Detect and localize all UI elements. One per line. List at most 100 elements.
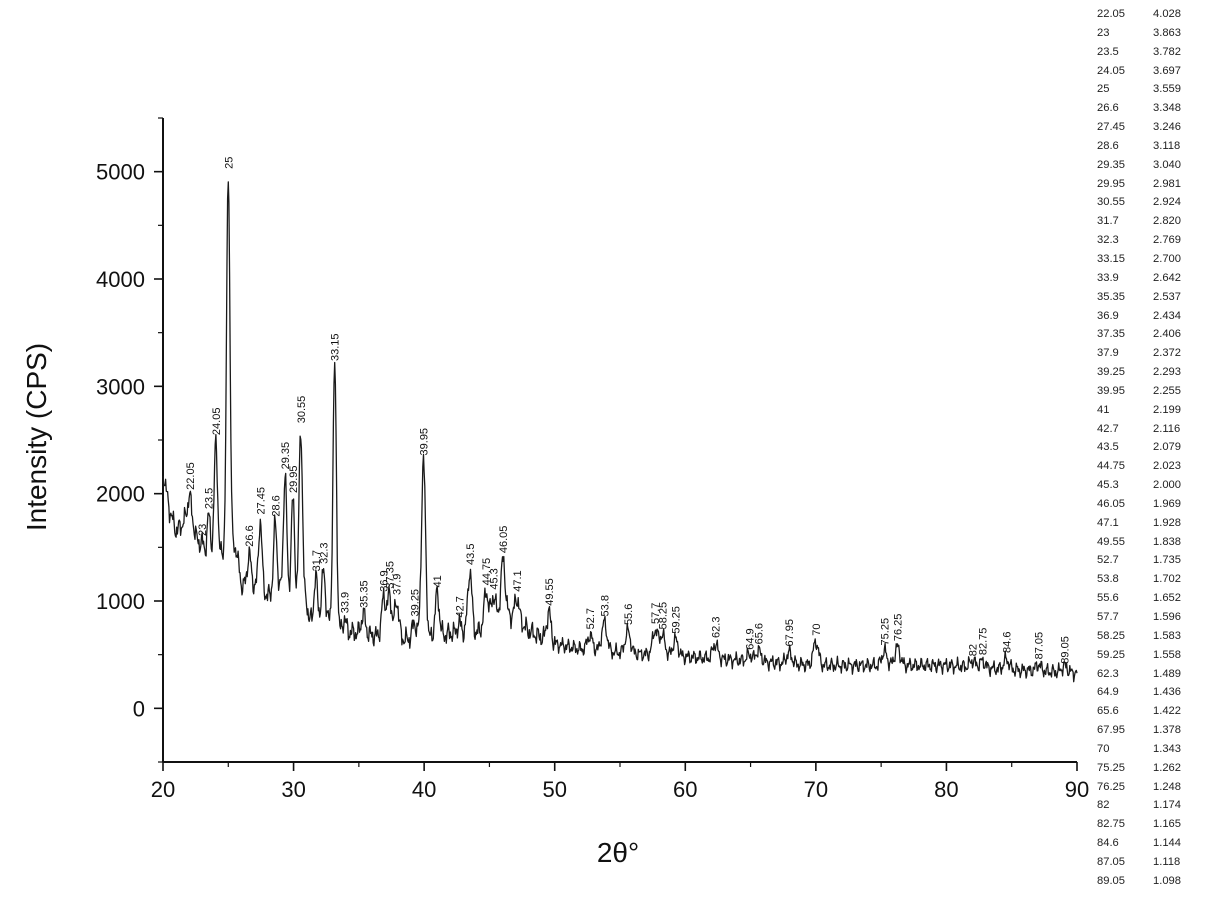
peak-label: 70 xyxy=(811,624,823,636)
peak-label: 37.9 xyxy=(392,574,404,595)
peak-label: 26.6 xyxy=(244,525,256,546)
peak-label: 75.25 xyxy=(879,618,891,646)
table-row: 33.9 2.642 xyxy=(1097,269,1207,288)
peak-label: 84.6 xyxy=(1001,632,1013,653)
peak-label: 23 xyxy=(197,524,209,536)
table-row: 31.7 2.820 xyxy=(1097,212,1207,231)
two-theta-cell: 42.7 xyxy=(1097,422,1119,435)
two-theta-cell: 39.95 xyxy=(1097,384,1125,397)
y-tick-label: 4000 xyxy=(96,267,145,292)
two-theta-cell: 25 xyxy=(1097,83,1110,96)
peak-label: 42.7 xyxy=(454,596,466,617)
x-axis-title: 2θ° xyxy=(597,837,639,868)
table-row: 65.6 1.422 xyxy=(1097,702,1207,721)
peak-label: 87.05 xyxy=(1033,632,1045,660)
two-theta-cell: 70 xyxy=(1097,742,1110,755)
table-row: 57.7 1.596 xyxy=(1097,608,1207,627)
table-row: 64.9 1.436 xyxy=(1097,683,1207,702)
peak-label: 35.35 xyxy=(358,580,370,608)
two-theta-cell: 41 xyxy=(1097,403,1110,416)
table-row: 75.25 1.262 xyxy=(1097,759,1207,778)
d-spacing-cell: 2.700 xyxy=(1153,252,1181,265)
table-row: 30.55 2.924 xyxy=(1097,193,1207,212)
two-theta-cell: 29.35 xyxy=(1097,158,1125,171)
two-theta-cell: 39.25 xyxy=(1097,366,1125,379)
two-theta-cell: 31.7 xyxy=(1097,215,1119,228)
d-spacing-cell: 1.144 xyxy=(1153,837,1181,850)
table-row: 39.95 2.255 xyxy=(1097,382,1207,401)
two-theta-cell: 53.8 xyxy=(1097,573,1119,586)
x-tick-label: 50 xyxy=(542,777,566,802)
y-tick-label: 0 xyxy=(133,696,145,721)
d-spacing-cell: 3.559 xyxy=(1153,83,1181,96)
table-row: 62.3 1.489 xyxy=(1097,665,1207,684)
x-tick-label: 70 xyxy=(804,777,828,802)
two-theta-cell: 47.1 xyxy=(1097,516,1119,529)
x-tick-label: 90 xyxy=(1065,777,1089,802)
two-theta-cell: 24.05 xyxy=(1097,64,1125,77)
d-spacing-cell: 1.343 xyxy=(1153,742,1181,755)
table-row: 67.95 1.378 xyxy=(1097,721,1207,740)
d-spacing-cell: 1.262 xyxy=(1153,761,1181,774)
d-spacing-cell: 1.583 xyxy=(1153,629,1181,642)
table-row: 70 1.343 xyxy=(1097,740,1207,759)
peak-label: 37.35 xyxy=(385,561,397,589)
peak-label: 57.7 xyxy=(650,603,662,624)
peak-label: 28.6 xyxy=(270,495,282,516)
peak-label: 29.35 xyxy=(280,442,292,470)
y-axis-title: Intensity (CPS) xyxy=(21,343,52,531)
table-row: 46.05 1.969 xyxy=(1097,495,1207,514)
two-theta-cell: 43.5 xyxy=(1097,441,1119,454)
peak-label: 67.95 xyxy=(784,619,796,647)
two-theta-cell: 57.7 xyxy=(1097,611,1119,623)
d-spacing-cell: 1.489 xyxy=(1153,667,1181,680)
peak-label: 82.75 xyxy=(977,628,989,656)
two-theta-cell: 28.6 xyxy=(1097,139,1119,152)
peak-label: 24.05 xyxy=(211,408,223,436)
d-spacing-cell: 2.372 xyxy=(1153,347,1181,360)
two-theta-cell: 36.9 xyxy=(1097,309,1119,322)
two-theta-cell: 27.45 xyxy=(1097,121,1125,134)
two-theta-cell: 30.55 xyxy=(1097,196,1125,209)
table-row: 89.05 1.098 xyxy=(1097,872,1207,891)
d-spacing-cell: 2.406 xyxy=(1153,328,1181,341)
d-spacing-cell: 3.040 xyxy=(1153,158,1181,171)
d-spacing-cell: 1.118 xyxy=(1153,855,1181,868)
table-row: 76.25 1.248 xyxy=(1097,778,1207,797)
peak-label: 76.25 xyxy=(892,614,904,642)
peak-label: 46.05 xyxy=(498,526,510,554)
two-theta-cell: 23 xyxy=(1097,26,1110,39)
table-row: 27.45 3.246 xyxy=(1097,118,1207,137)
table-row: 26.6 3.348 xyxy=(1097,99,1207,118)
y-tick-label: 2000 xyxy=(96,482,145,507)
peak-label: 52.7 xyxy=(585,608,597,629)
d-spacing-cell: 2.000 xyxy=(1153,479,1181,492)
two-theta-cell: 29.95 xyxy=(1097,177,1125,190)
two-theta-cell: 64.9 xyxy=(1097,686,1119,699)
table-row: 35.35 2.537 xyxy=(1097,288,1207,307)
table-row: 37.9 2.372 xyxy=(1097,344,1207,363)
two-theta-cell: 84.6 xyxy=(1097,837,1119,850)
two-theta-cell: 23.5 xyxy=(1097,45,1119,58)
peak-label: 39.25 xyxy=(409,589,421,617)
d-spacing-cell: 1.174 xyxy=(1153,799,1181,812)
peak-label: 82 xyxy=(968,644,980,656)
d-spacing-cell: 2.293 xyxy=(1153,366,1181,379)
table-row: 43.5 2.079 xyxy=(1097,438,1207,457)
x-tick-label: 80 xyxy=(934,777,958,802)
peak-label: 33.9 xyxy=(339,592,351,613)
y-tick-label: 1000 xyxy=(96,589,145,614)
two-theta-cell: 87.05 xyxy=(1097,855,1125,868)
peak-label: 30.55 xyxy=(296,396,308,424)
x-tick-label: 60 xyxy=(673,777,697,802)
table-row: 37.35 2.406 xyxy=(1097,325,1207,344)
peak-label: 39.95 xyxy=(418,428,430,456)
peak-label: 55.6 xyxy=(623,604,635,625)
two-theta-cell: 67.95 xyxy=(1097,724,1125,737)
table-row: 82.75 1.165 xyxy=(1097,815,1207,834)
peak-label: 27.45 xyxy=(255,487,267,515)
peak-label: 59.25 xyxy=(670,606,682,634)
d-spacing-cell: 2.537 xyxy=(1153,290,1181,303)
table-row: 47.1 1.928 xyxy=(1097,514,1207,533)
two-theta-cell: 45.3 xyxy=(1097,479,1119,492)
